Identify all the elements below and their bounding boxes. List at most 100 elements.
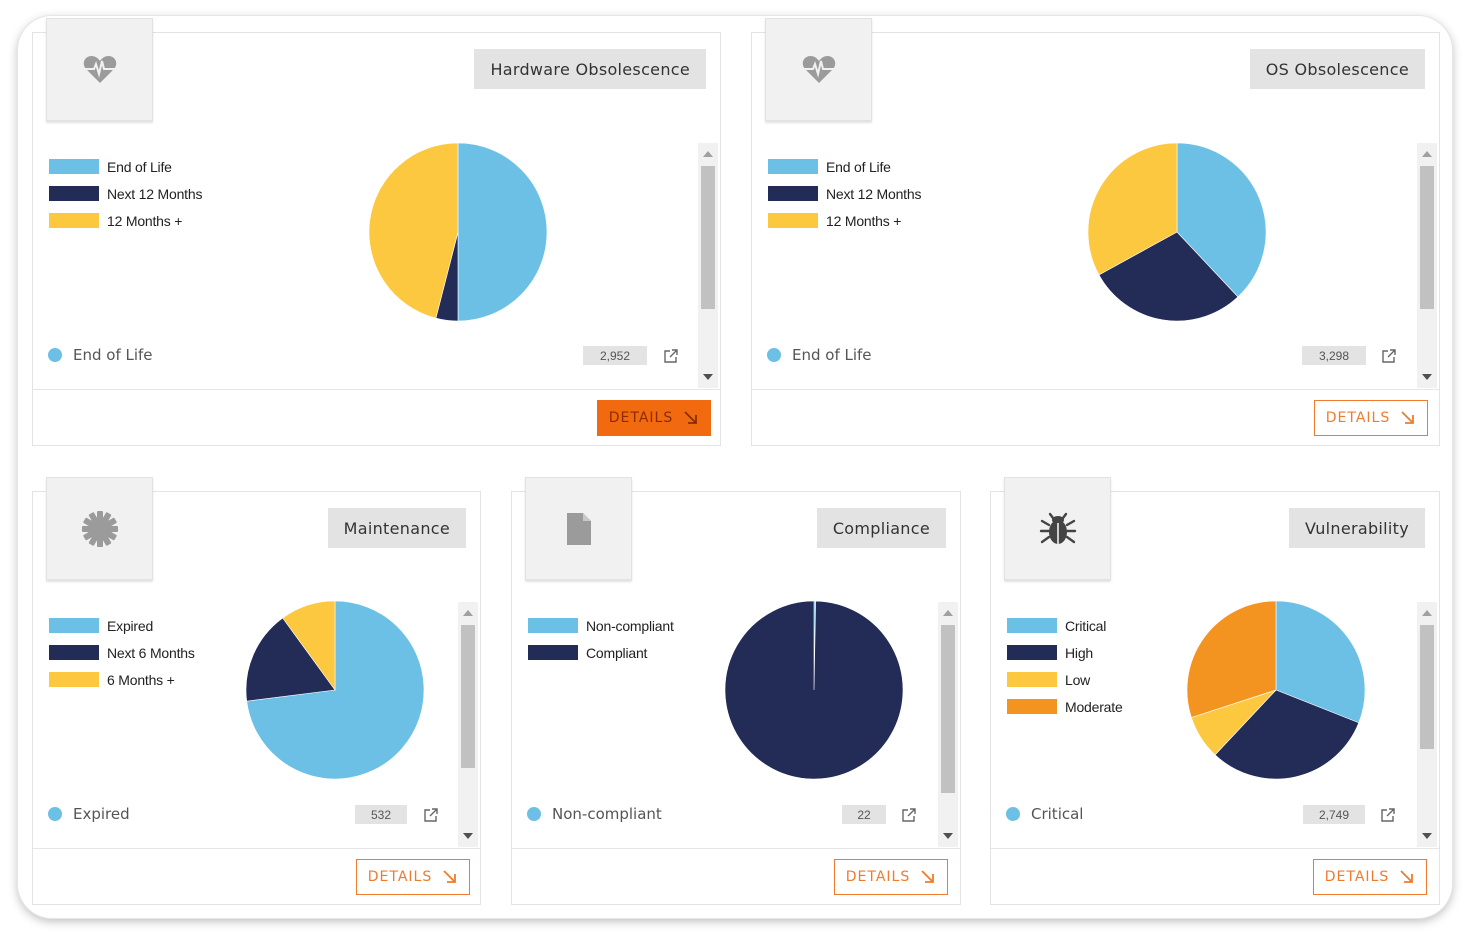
external-link-icon[interactable]: [1381, 348, 1397, 364]
maintenance-card: Maintenance Expired Next 6 Months 6 Mont…: [32, 477, 481, 905]
scrollbar[interactable]: [938, 602, 958, 847]
pie-slice-next-12-months[interactable]: [1098, 231, 1239, 322]
pie-slice-high[interactable]: [1214, 689, 1360, 780]
scroll-up-arrow[interactable]: [1422, 610, 1432, 616]
card-footer-divider: [33, 389, 720, 390]
details-label: DETAILS: [1324, 869, 1390, 885]
status-dot: [48, 348, 62, 362]
legend-label: Low: [1065, 671, 1091, 688]
scroll-thumb[interactable]: [461, 625, 475, 768]
scrollbar[interactable]: [698, 143, 718, 388]
legend-item: Next 6 Months: [49, 639, 195, 666]
scroll-up-arrow[interactable]: [703, 151, 713, 157]
arrow-down-right-icon: [684, 411, 698, 424]
hardware-pie-chart[interactable]: [368, 142, 548, 322]
legend-label: 12 Months +: [107, 212, 183, 229]
details-button[interactable]: DETAILS: [597, 400, 711, 436]
status-label: Critical: [1031, 805, 1084, 823]
count-badge: 22: [842, 805, 886, 824]
legend-label: 12 Months +: [826, 212, 902, 229]
pie-slice-12-months-[interactable]: [1087, 142, 1178, 276]
legend-label: 6 Months +: [107, 671, 175, 688]
details-button[interactable]: DETAILS: [834, 859, 948, 895]
scroll-up-arrow[interactable]: [463, 610, 473, 616]
scroll-thumb[interactable]: [941, 625, 955, 793]
legend-swatch: [768, 213, 818, 228]
chart-legend: Non-compliant Compliant: [528, 612, 674, 666]
legend-item: Next 12 Months: [768, 180, 921, 207]
os-pie-chart[interactable]: [1087, 142, 1267, 322]
details-button[interactable]: DETAILS: [356, 859, 470, 895]
card-title: OS Obsolescence: [1249, 49, 1425, 89]
scroll-down-arrow[interactable]: [943, 833, 953, 839]
pie-slice-end-of-life[interactable]: [1176, 142, 1267, 298]
scroll-thumb[interactable]: [1420, 166, 1434, 309]
external-link-icon[interactable]: [901, 807, 917, 823]
legend-item: End of Life: [768, 153, 921, 180]
status-label: Non-compliant: [552, 805, 662, 823]
legend-item: High: [1007, 639, 1123, 666]
count-badge: 2,749: [1303, 805, 1365, 824]
vulnerability-pie-chart[interactable]: [1186, 600, 1366, 780]
compliance-card: Compliance Non-compliant Compliant Non-c…: [511, 477, 961, 905]
pie-slice-12-months-[interactable]: [368, 142, 459, 319]
hardware-icon-tab: [46, 18, 153, 121]
legend-label: Next 12 Months: [826, 185, 922, 202]
scroll-down-arrow[interactable]: [463, 833, 473, 839]
pie-slice-end-of-life[interactable]: [457, 142, 548, 322]
details-label: DETAILS: [367, 869, 433, 885]
scrollbar[interactable]: [458, 602, 478, 847]
status-label: End of Life: [73, 346, 153, 364]
pie-slice-critical[interactable]: [1275, 600, 1366, 724]
gear-icon: [81, 510, 118, 547]
scroll-down-arrow[interactable]: [1422, 833, 1432, 839]
count-badge: 532: [355, 805, 407, 824]
status-label: Expired: [73, 805, 130, 823]
card-title: Hardware Obsolescence: [474, 49, 706, 89]
status-dot: [767, 348, 781, 362]
os-icon-tab: [765, 18, 872, 121]
legend-swatch: [49, 645, 99, 660]
external-link-icon[interactable]: [423, 807, 439, 823]
legend-item: Compliant: [528, 639, 674, 666]
scroll-thumb[interactable]: [1420, 625, 1434, 749]
chart-legend: Expired Next 6 Months 6 Months +: [49, 612, 195, 693]
legend-item: 12 Months +: [49, 207, 202, 234]
chart-legend: End of Life Next 12 Months 12 Months +: [768, 153, 921, 234]
legend-swatch: [49, 186, 99, 201]
status-row: End of Life: [48, 346, 153, 364]
scroll-thumb[interactable]: [701, 166, 715, 309]
details-label: DETAILS: [608, 410, 674, 426]
legend-label: End of Life: [826, 158, 891, 175]
legend-swatch: [49, 672, 99, 687]
compliance-pie-chart[interactable]: [724, 600, 904, 780]
pie-slice-moderate[interactable]: [1186, 600, 1277, 718]
pie-slice-next-6-months[interactable]: [245, 617, 336, 702]
legend-label: High: [1065, 644, 1093, 661]
external-link-icon[interactable]: [1380, 807, 1396, 823]
legend-swatch: [528, 618, 578, 633]
scroll-up-arrow[interactable]: [943, 610, 953, 616]
legend-swatch: [768, 159, 818, 174]
scroll-down-arrow[interactable]: [703, 374, 713, 380]
scrollbar[interactable]: [1417, 602, 1437, 847]
card-title: Compliance: [816, 508, 946, 548]
scroll-up-arrow[interactable]: [1422, 151, 1432, 157]
count-badge: 2,952: [583, 346, 647, 365]
hardware-obsolescence-card: Hardware Obsolescence End of Life Next 1…: [32, 18, 721, 446]
heartbeat-icon: [83, 55, 116, 83]
status-dot: [1006, 807, 1020, 821]
details-button[interactable]: DETAILS: [1313, 859, 1427, 895]
pie-slice-compliant[interactable]: [724, 600, 904, 780]
card-title: Maintenance: [327, 508, 466, 548]
pie-slice-6-months-[interactable]: [282, 600, 336, 691]
status-label: End of Life: [792, 346, 872, 364]
legend-item: 12 Months +: [768, 207, 921, 234]
legend-label: Next 6 Months: [107, 644, 195, 661]
details-button[interactable]: DETAILS: [1314, 400, 1428, 436]
maintenance-pie-chart[interactable]: [245, 600, 425, 780]
scrollbar[interactable]: [1417, 143, 1437, 388]
external-link-icon[interactable]: [663, 348, 679, 364]
scroll-down-arrow[interactable]: [1422, 374, 1432, 380]
legend-swatch: [1007, 699, 1057, 714]
